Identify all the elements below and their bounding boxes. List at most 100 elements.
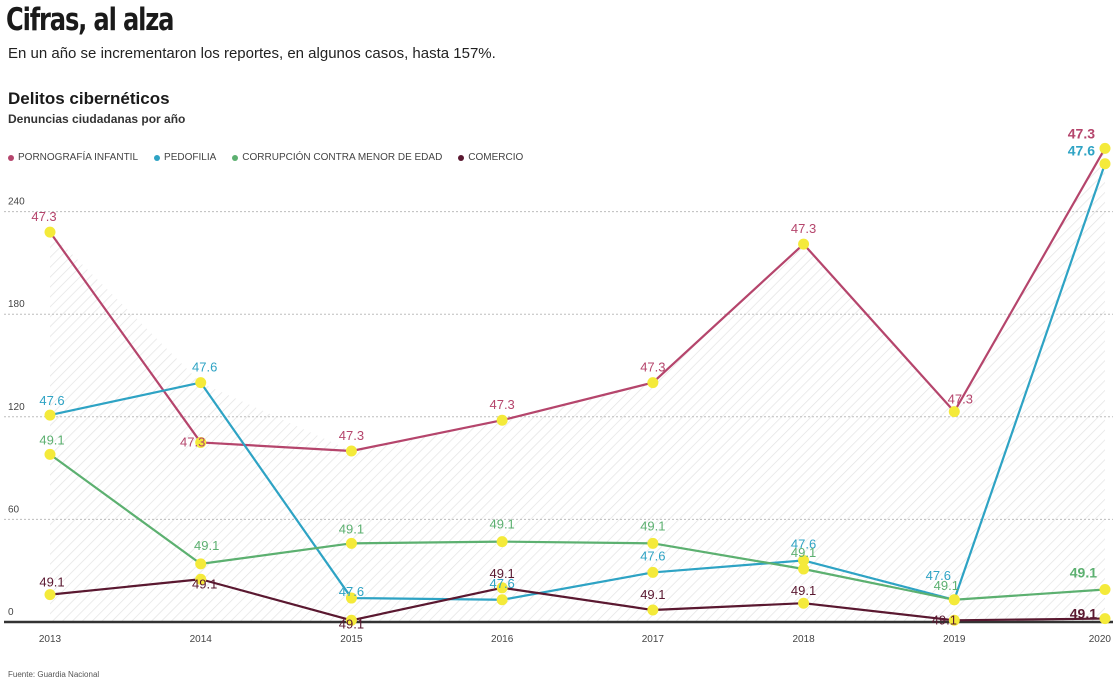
legend-item: PORNOGRAFÍA INFANTIL (8, 152, 138, 163)
data-label: 49.1 (640, 518, 665, 533)
data-point (647, 377, 659, 389)
data-label: 47.3 (339, 428, 364, 443)
data-label: 47.3 (948, 392, 973, 407)
chart-subtitle: En un año se incrementaron los reportes,… (8, 45, 496, 62)
data-point (798, 238, 810, 250)
x-tick-label: 2019 (943, 634, 966, 645)
legend-item: COMERCIO (458, 152, 523, 163)
data-label: 47.6 (1068, 143, 1095, 159)
x-tick-label: 2017 (642, 634, 665, 645)
data-point (798, 597, 810, 609)
data-label: 47.6 (39, 393, 64, 408)
y-tick-label: 0 (8, 607, 14, 618)
data-point (647, 604, 659, 616)
data-point (44, 409, 56, 421)
section-title: Delitos cibernéticos (8, 89, 170, 108)
data-point (948, 614, 960, 626)
data-label: 47.3 (640, 360, 665, 375)
hatched-area (50, 148, 1105, 622)
legend-swatch (8, 154, 14, 161)
data-label: 49.1 (934, 578, 959, 593)
data-label: 47.6 (640, 548, 665, 563)
data-point (1099, 584, 1111, 596)
data-point (798, 554, 810, 566)
data-point (345, 592, 357, 604)
chart-title: Cifras, al alza (6, 2, 174, 38)
x-tick-label: 2016 (491, 634, 514, 645)
source-note: Fuente: Guardia Nacional (8, 670, 100, 679)
data-label: 49.1 (640, 587, 665, 602)
legend-item: CORRUPCIÓN CONTRA MENOR DE EDAD (232, 152, 442, 163)
legend-label: COMERCIO (468, 152, 524, 163)
data-label: 47.3 (489, 397, 514, 412)
data-point (496, 414, 508, 426)
y-tick-label: 180 (8, 299, 25, 310)
data-label: 47.3 (791, 221, 816, 236)
x-tick-label: 2020 (1089, 634, 1112, 645)
data-label: 49.1 (489, 517, 514, 532)
data-point (948, 406, 960, 418)
data-label: 47.6 (339, 584, 364, 599)
y-tick-label: 120 (8, 402, 25, 413)
x-tick-label: 2013 (39, 634, 62, 645)
y-tick-label: 240 (8, 197, 25, 208)
data-label: 47.6 (489, 576, 514, 591)
data-point (345, 614, 357, 626)
data-label: 49.1 (791, 545, 816, 560)
data-label: 49.1 (791, 583, 816, 598)
data-point (195, 436, 207, 448)
data-label: 47.3 (180, 434, 205, 449)
data-label: 47.6 (791, 536, 816, 551)
comercio-series-line (49, 578, 1106, 622)
x-tick-label: 2014 (190, 634, 213, 645)
legend-swatch (232, 154, 239, 161)
data-point (496, 594, 508, 606)
pedofilia-series-line (49, 163, 1107, 601)
data-label: 49.1 (339, 521, 364, 536)
data-point (195, 573, 207, 585)
x-tick-label: 2015 (340, 634, 363, 645)
chart-legend: PORNOGRAFÍA INFANTIL PEDOFILIA CORRUPCIÓN … (8, 152, 523, 163)
legend-label: PORNOGRAFÍA INFANTIL (18, 152, 139, 163)
data-point (647, 566, 659, 578)
legend-swatch (458, 154, 465, 161)
data-point (345, 537, 357, 549)
data-label: 47.6 (192, 360, 217, 375)
section-subtitle: Denuncias ciudadanas por año (8, 112, 186, 126)
data-label: 49.1 (39, 432, 64, 447)
data-label: 49.1 (192, 576, 217, 591)
data-label: 49.1 (932, 612, 957, 627)
data-point (948, 594, 960, 606)
data-point (798, 563, 810, 575)
data-label: 47.3 (1068, 125, 1095, 141)
data-label: 47.6 (926, 568, 951, 583)
pornografia-series-line (49, 147, 1106, 453)
y-tick-label: 60 (8, 504, 20, 515)
data-point (44, 589, 56, 601)
data-point (44, 448, 56, 460)
data-label: 49.1 (194, 538, 219, 553)
data-point (496, 582, 508, 594)
data-point (1099, 142, 1111, 154)
legend-label: PEDOFILIA (164, 152, 217, 163)
x-tick-label: 2018 (792, 634, 815, 645)
data-point (1099, 613, 1111, 625)
data-label: 49.1 (489, 566, 514, 581)
data-label: 49.1 (1070, 565, 1097, 581)
data-point (496, 536, 508, 548)
data-point (345, 445, 357, 457)
data-point (647, 537, 659, 549)
data-label: 49.1 (339, 616, 364, 631)
data-point (44, 226, 56, 238)
data-point (195, 377, 207, 389)
data-label: 49.1 (39, 575, 64, 590)
legend-item: PEDOFILIA (154, 152, 216, 163)
data-label: 47.3 (31, 209, 56, 224)
legend-label: CORRUPCIÓN CONTRA MENOR DE EDAD (242, 152, 443, 163)
data-point (195, 558, 207, 570)
data-label: 49.1 (1070, 606, 1097, 622)
data-point (1099, 158, 1111, 170)
corrupcion-series-line (49, 453, 1106, 601)
legend-swatch (154, 154, 161, 161)
